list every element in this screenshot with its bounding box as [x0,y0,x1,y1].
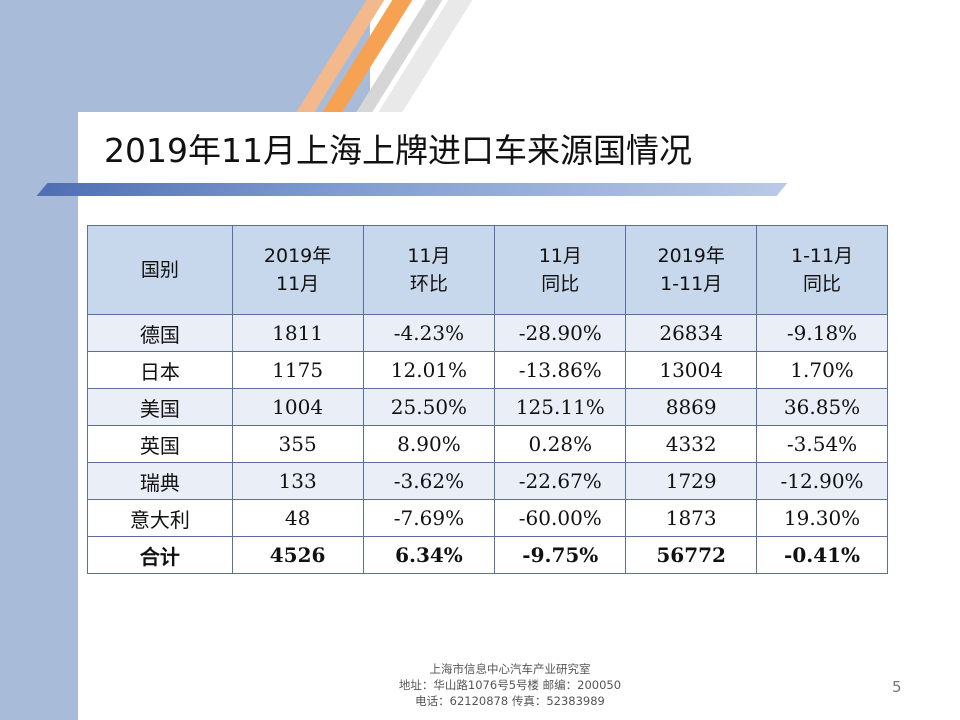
header-jan-nov-yoy: 1-11月 同比 [756,225,888,315]
table-cell: -4.23% [362,314,496,352]
total-cell: 56772 [625,536,758,574]
total-cell: -0.41% [756,536,888,574]
table-cell: -3.54% [756,425,888,463]
table-header-row: 国别 2019年 11月 11月 环比 11月 同比 2019年 1-11月 [87,225,888,315]
table-cell: 8.90% [362,425,496,463]
header-nov-yoy: 11月 同比 [494,225,627,315]
total-label-cell: 合计 [87,536,233,574]
table-cell: 48 [231,499,364,537]
country-cell: 美国 [87,388,233,426]
source-country-table: 国别 2019年 11月 11月 环比 11月 同比 2019年 1-11月 [87,225,888,574]
table-row: 日本 1175 12.01% -13.86% 13004 1.70% [87,351,888,389]
table-cell: 355 [231,425,364,463]
table-cell: 1175 [231,351,364,389]
country-cell: 德国 [87,314,233,352]
table-cell: 0.28% [494,425,627,463]
table-cell: 1729 [625,462,758,500]
table-cell: 1.70% [756,351,888,389]
country-cell: 英国 [87,425,233,463]
title-card [78,112,960,192]
slide-title: 2019年11月上海上牌进口车来源国情况 [104,131,692,170]
table-cell: 8869 [625,388,758,426]
footer-address: 地址：华山路1076号5号楼 邮编：200050 [398,678,622,692]
header-jan-nov-2019: 2019年 1-11月 [625,225,758,315]
table-total-row: 合计 4526 6.34% -9.75% 56772 -0.41% [87,536,888,574]
total-cell: 6.34% [362,536,496,574]
left-decorative-band [0,0,78,720]
table-cell: 133 [231,462,364,500]
table-cell: -3.62% [362,462,496,500]
table-cell: 13004 [625,351,758,389]
header-nov-2019: 2019年 11月 [231,225,364,315]
table-cell: 1004 [231,388,364,426]
table-cell: -12.90% [756,462,888,500]
country-cell: 瑞典 [87,462,233,500]
table-cell: -28.90% [494,314,627,352]
footer-organization: 上海市信息中心汽车产业研究室 [429,662,591,676]
header-country: 国别 [87,225,233,315]
table-row: 美国 1004 25.50% 125.11% 8869 36.85% [87,388,888,426]
table-row: 英国 355 8.90% 0.28% 4332 -3.54% [87,425,888,463]
country-cell: 意大利 [87,499,233,537]
total-cell: -9.75% [494,536,627,574]
table-cell: 4332 [625,425,758,463]
table-cell: 19.30% [756,499,888,537]
country-cell: 日本 [87,351,233,389]
title-underline-bar [36,183,788,196]
footer-contact-info: 上海市信息中心汽车产业研究室 地址：华山路1076号5号楼 邮编：200050 … [360,661,660,709]
table-cell: 12.01% [362,351,496,389]
page-number: 5 [892,678,902,696]
table-cell: 1873 [625,499,758,537]
header-nov-mom: 11月 环比 [362,225,496,315]
table-cell: -7.69% [362,499,496,537]
table-cell: 36.85% [756,388,888,426]
table-cell: 26834 [625,314,758,352]
table-cell: 1811 [231,314,364,352]
table-cell: 125.11% [494,388,627,426]
table-cell: -13.86% [494,351,627,389]
table-cell: -9.18% [756,314,888,352]
table-row: 德国 1811 -4.23% -28.90% 26834 -9.18% [87,314,888,352]
table-cell: -60.00% [494,499,627,537]
total-cell: 4526 [231,536,364,574]
table-row: 意大利 48 -7.69% -60.00% 1873 19.30% [87,499,888,537]
table-cell: -22.67% [494,462,627,500]
footer-phone-fax: 电话：62120878 传真：52383989 [415,694,605,708]
table-row: 瑞典 133 -3.62% -22.67% 1729 -12.90% [87,462,888,500]
table-cell: 25.50% [362,388,496,426]
